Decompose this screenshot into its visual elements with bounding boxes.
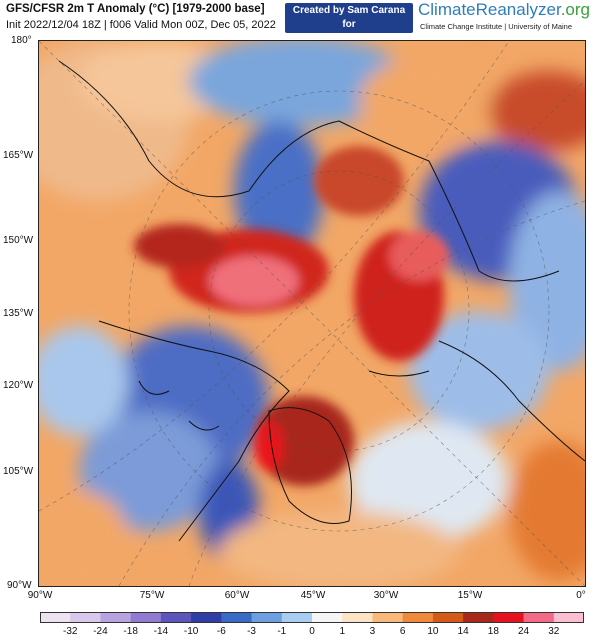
lon-label-75w: 75°W	[139, 590, 165, 601]
brand-name: ClimateReanalyzer	[418, 0, 561, 19]
colorbar-tick-label: -18	[123, 626, 138, 637]
colorbar-tick-label: -3	[247, 626, 256, 637]
credit-line-2: Arctic-news.blogspot.com	[286, 33, 412, 44]
brand-subtitle: Climate Change Institute | University of…	[420, 22, 573, 31]
colorbar-segment	[100, 612, 132, 623]
colorbar-tick-label: 6	[399, 626, 406, 637]
colorbar-segment	[493, 612, 525, 623]
credit-badge: Created by Sam Carana for Arctic-news.bl…	[285, 3, 413, 44]
colorbar-tick-label: -24	[93, 626, 108, 637]
colorbar-tick-label: 32	[548, 626, 560, 637]
colorbar-tick-label: -32	[62, 626, 78, 637]
lon-label-45w: 45°W	[300, 590, 326, 601]
colorbar-tick-label: 24	[517, 626, 530, 637]
colorbar-tick-label: 0	[309, 626, 315, 637]
credit-line-1: Created by Sam Carana for	[292, 5, 406, 30]
lat-label-165w: 165°W	[3, 150, 34, 161]
lat-label-180: 180°	[11, 35, 32, 46]
lon-label-60w: 60°W	[224, 590, 250, 601]
colorbar-segment	[251, 612, 283, 623]
anomaly-map-graphic	[9, 36, 594, 591]
colorbar-tick-label: -10	[183, 626, 199, 637]
lat-label-135w: 135°W	[3, 308, 34, 319]
colorbar-tick-label: 3	[369, 626, 376, 637]
colorbar-tick-label: -14	[153, 626, 169, 637]
colorbar-segment	[432, 612, 464, 623]
lat-label-120w: 120°W	[3, 380, 34, 391]
colorbar-segment	[342, 612, 373, 623]
colorbar-tick-label: 1	[339, 626, 345, 637]
lon-label-15w: 15°W	[457, 590, 483, 601]
colorbar-tick-label: -1	[277, 626, 287, 637]
colorbar-tick-label: 18	[487, 626, 499, 637]
brand-logo: ClimateReanalyzer.org	[418, 0, 590, 20]
colorbar	[40, 612, 584, 623]
colorbar-tick-label: 14	[457, 626, 469, 637]
brand-tld: .org	[560, 0, 590, 19]
colorbar-tick-label: -6	[216, 626, 226, 637]
lon-label-0: 0°	[576, 590, 586, 601]
colorbar-segment	[523, 612, 555, 623]
colorbar-segment	[553, 612, 584, 623]
colorbar-segment	[312, 612, 343, 623]
colorbar-segment	[372, 612, 404, 623]
colorbar-segment	[221, 612, 253, 623]
lon-label-30w: 30°W	[373, 590, 399, 601]
colorbar-segment	[191, 612, 222, 623]
colorbar-segment	[160, 612, 192, 623]
chart-subtitle: Init 2022/12/04 18Z | f006 Valid Mon 00Z…	[6, 19, 276, 31]
colorbar-segment	[281, 612, 313, 623]
anomaly-map	[9, 36, 594, 591]
colorbar-tick-label: 10	[427, 626, 439, 637]
lat-label-105w: 105°W	[3, 466, 34, 477]
colorbar-segment	[70, 612, 101, 623]
colorbar-segment	[463, 612, 494, 623]
colorbar-segment	[402, 612, 434, 623]
lon-label-90w: 90°W	[27, 590, 53, 601]
colorbar-segment	[40, 612, 71, 623]
lat-label-150w: 150°W	[3, 235, 34, 246]
chart-title: GFS/CFSR 2m T Anomaly (°C) [1979-2000 ba…	[6, 3, 265, 15]
lat-label-90w: 90°W	[7, 580, 32, 591]
colorbar-segment	[130, 612, 162, 623]
